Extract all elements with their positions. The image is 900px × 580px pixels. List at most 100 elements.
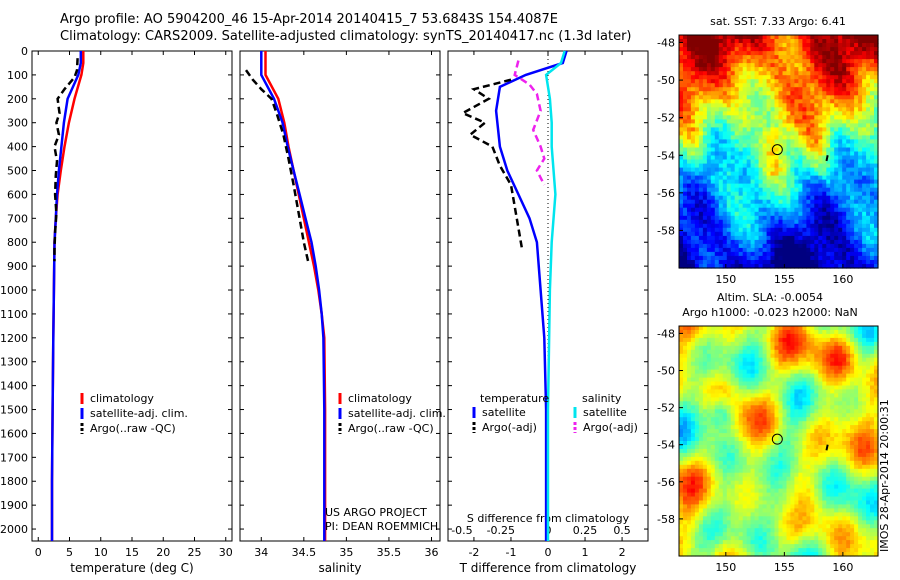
map-y-tick-label: -48 xyxy=(657,327,675,340)
x2-tick-label: 0.5 xyxy=(613,524,631,537)
y-tick-label: 400 xyxy=(7,141,28,154)
legend-label: climatology xyxy=(90,392,154,405)
y-tick-label: 1400 xyxy=(0,380,28,393)
map-y-tick-label: -56 xyxy=(657,476,675,489)
y-tick-label: 1500 xyxy=(0,404,28,417)
x-tick-label: 1 xyxy=(582,546,589,559)
map-y-tick-label: -50 xyxy=(657,74,675,87)
x-tick-label: 30 xyxy=(219,546,233,559)
y-tick-label: 600 xyxy=(7,188,28,201)
map-y-tick-label: -54 xyxy=(657,439,675,452)
header-line-1: Argo profile: AO 5904200_46 15-Apr-2014 … xyxy=(60,12,558,27)
island-mark xyxy=(825,155,829,162)
x2-tick-label: 0.25 xyxy=(573,524,598,537)
sla-map-subtitle: Argo h1000: -0.023 h2000: NaN xyxy=(682,306,858,319)
series-line-0-1 xyxy=(50,51,83,541)
map-y-tick-label: -54 xyxy=(657,149,675,162)
legend-label: satellite xyxy=(583,406,627,419)
x2-tick-label: -0.5 xyxy=(451,524,472,537)
x-tick-label: 35 xyxy=(339,546,353,559)
plot-frame-0 xyxy=(31,50,233,542)
x-tick-label: 34.5 xyxy=(292,546,317,559)
map-x-tick-label: 160 xyxy=(832,273,853,286)
map-y-tick-label: -58 xyxy=(657,224,675,237)
y-tick-label: 1800 xyxy=(0,475,28,488)
y-tick-label: 1200 xyxy=(0,332,28,345)
legend-label: Argo(..raw -QC) xyxy=(90,422,176,435)
sla-map-title: Altim. SLA: -0.0054 xyxy=(717,291,823,304)
y-tick-label: 900 xyxy=(7,260,28,273)
y-tick-label: 1600 xyxy=(0,427,28,440)
legend-title-temperature: temperature xyxy=(480,392,549,405)
map-field-1 xyxy=(679,326,879,557)
map-field-0 xyxy=(679,35,879,269)
argo-position-marker xyxy=(771,144,783,156)
x-tick-label: 35.5 xyxy=(377,546,402,559)
header-line-2: Climatology: CARS2009. Satellite-adjuste… xyxy=(60,29,632,44)
sst-map-title: sat. SST: 7.33 Argo: 6.41 xyxy=(710,15,846,28)
x-axis-label: temperature (deg C) xyxy=(70,561,193,575)
legend-label: satellite-adj. clim. xyxy=(90,407,188,420)
legend-title-salinity: salinity xyxy=(582,392,622,405)
x-tick-label: 15 xyxy=(125,546,139,559)
x-tick-label: 5 xyxy=(66,546,73,559)
x-tick-label: 0 xyxy=(35,546,42,559)
legend-label: Argo(-adj) xyxy=(583,421,638,434)
x-tick-label: 2 xyxy=(619,546,626,559)
annotation-project: US ARGO PROJECT xyxy=(325,506,427,519)
series-line-1-1 xyxy=(260,51,326,541)
x-axis-label: T difference from climatology xyxy=(459,561,637,575)
series-line-2-0 xyxy=(494,50,568,541)
map-x-tick-label: 155 xyxy=(774,273,795,286)
map-y-tick-label: -58 xyxy=(657,513,675,526)
legend-label: Argo(-adj) xyxy=(482,421,537,434)
y-tick-label: 1100 xyxy=(0,308,28,321)
x-tick-label: 20 xyxy=(156,546,170,559)
map-x-tick-label: 155 xyxy=(774,561,795,574)
y-tick-label: 300 xyxy=(7,117,28,130)
argo-position-marker xyxy=(771,433,783,445)
series-line-0-2 xyxy=(53,58,79,262)
x-tick-label: 25 xyxy=(188,546,202,559)
series-line-2-1 xyxy=(459,78,524,250)
legend-label: Argo(..raw -QC) xyxy=(348,422,434,435)
map-x-tick-label: 160 xyxy=(832,561,853,574)
map-y-tick-label: -56 xyxy=(657,187,675,200)
plot-frame-1 xyxy=(239,50,441,542)
y-tick-label: 500 xyxy=(7,165,28,178)
y-tick-label: 1900 xyxy=(0,499,28,512)
y-tick-label: 0 xyxy=(21,45,28,58)
map-x-tick-label: 150 xyxy=(715,273,736,286)
y-tick-label: 1300 xyxy=(0,356,28,369)
y-tick-label: 700 xyxy=(7,212,28,225)
island-mark xyxy=(825,444,829,451)
series-line-2-2 xyxy=(544,50,566,541)
x-tick-label: 36 xyxy=(424,546,438,559)
x-tick-label: 10 xyxy=(94,546,108,559)
map-frame-1 xyxy=(678,325,879,557)
y-tick-label: 800 xyxy=(7,236,28,249)
legend-label: satellite xyxy=(482,406,526,419)
x-tick-label: 34 xyxy=(254,546,268,559)
map-y-tick-label: -52 xyxy=(657,112,675,125)
map-y-tick-label: -48 xyxy=(657,37,675,50)
x-tick-label: -1 xyxy=(505,546,516,559)
imos-timestamp: IMOS 28-Apr-2014 20:00:31 xyxy=(878,399,891,552)
map-x-tick-label: 150 xyxy=(715,561,736,574)
y-tick-label: 100 xyxy=(7,69,28,82)
x-axis-label: salinity xyxy=(318,561,361,575)
y-tick-label: 2000 xyxy=(0,523,28,536)
series-line-1-2 xyxy=(244,69,310,262)
x-tick-label: 0 xyxy=(545,546,552,559)
y-tick-label: 1700 xyxy=(0,451,28,464)
legend-label: satellite-adj. clim. xyxy=(348,407,446,420)
map-frame-0 xyxy=(678,34,879,269)
annotation-pi: PI: DEAN ROEMMICH xyxy=(325,520,438,533)
legend-label: climatology xyxy=(348,392,412,405)
y-tick-label: 1000 xyxy=(0,284,28,297)
map-y-tick-label: -52 xyxy=(657,402,675,415)
map-y-tick-label: -50 xyxy=(657,365,675,378)
series-line-2-3 xyxy=(513,60,546,186)
x2-tick-label: -0.25 xyxy=(487,524,515,537)
